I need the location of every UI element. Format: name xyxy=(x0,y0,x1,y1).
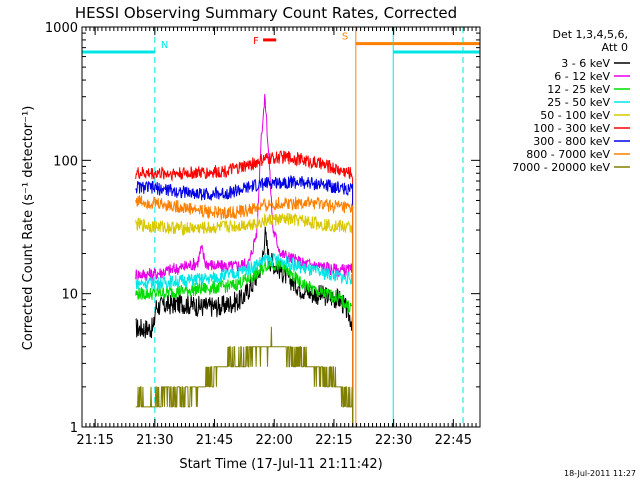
series-line xyxy=(135,94,354,427)
y-tick-label: 100 xyxy=(53,154,78,169)
plot-frame xyxy=(81,26,481,428)
x-tick-label: 22:00 xyxy=(255,433,292,448)
legend-label: 50 - 100 keV xyxy=(540,109,610,122)
y-tick-label: 1000 xyxy=(45,21,78,36)
y-tick-label: 1 xyxy=(70,421,78,436)
series-line xyxy=(135,226,354,427)
legend-label: 100 - 300 keV xyxy=(533,122,610,135)
series-line xyxy=(135,150,354,427)
series-line xyxy=(135,175,354,427)
x-tick-label: 22:45 xyxy=(435,433,472,448)
legend-label: 800 - 7000 keV xyxy=(526,148,610,161)
flag-label: F xyxy=(253,36,259,47)
flag-label: S xyxy=(342,32,348,43)
x-tick-label: 22:30 xyxy=(375,433,412,448)
series-line xyxy=(135,253,354,427)
y-axis-label: Corrected Count Rate (s⁻¹ detector⁻¹) xyxy=(21,106,36,351)
series-line xyxy=(135,212,354,427)
series-line xyxy=(135,259,354,427)
legend-label: 7000 - 20000 keV xyxy=(512,161,610,174)
flag-label: N xyxy=(161,40,168,51)
series-line xyxy=(135,195,354,427)
y-tick-label: 10 xyxy=(61,288,78,303)
legend-label: 6 - 12 keV xyxy=(554,70,610,83)
flag-layer: NSF xyxy=(82,27,480,427)
legend-label: 300 - 800 keV xyxy=(533,135,610,148)
legend-header: Det 1,3,4,5,6, xyxy=(552,28,628,41)
x-tick-label: 22:15 xyxy=(315,433,352,448)
legend-header: Att 0 xyxy=(602,41,628,54)
chart-title: HESSI Observing Summary Count Rates, Cor… xyxy=(75,4,457,22)
legend-label: 3 - 6 keV xyxy=(561,57,610,70)
axes-layer: 21:15 21:30 21:45 22:00 22:15 22:30 22:45 1 10 10… xyxy=(45,21,481,448)
x-tick-label: 21:45 xyxy=(196,433,233,448)
x-tick-label: 21:15 xyxy=(76,433,113,448)
series-layer xyxy=(135,94,354,427)
legend-label: 25 - 50 keV xyxy=(547,96,610,109)
x-tick-label: 21:30 xyxy=(136,433,173,448)
series-line xyxy=(135,326,354,427)
timestamp: 18-Jul-2011 11:27 xyxy=(564,469,636,478)
legend-label: 12 - 25 keV xyxy=(547,83,610,96)
x-axis-label: Start Time (17-Jul-11 21:11:42) xyxy=(179,457,382,472)
